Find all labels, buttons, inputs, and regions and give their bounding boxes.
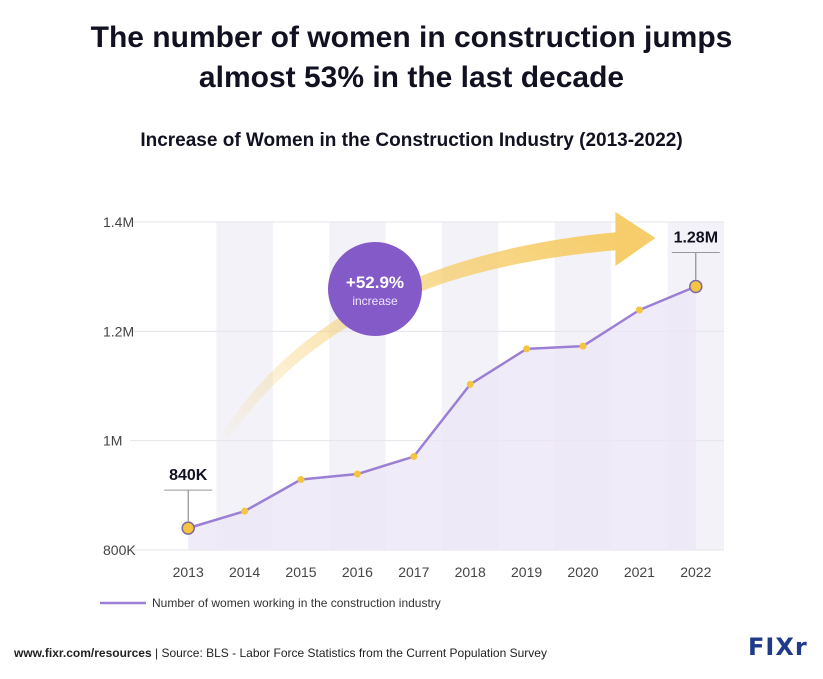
x-tick-label: 2022: [680, 564, 711, 580]
x-tick-label: 2016: [342, 564, 373, 580]
footer-separator: |: [154, 646, 159, 660]
data-point: [579, 342, 587, 350]
chart-title: Increase of Women in the Construction In…: [140, 130, 683, 151]
y-tick-label: 1.4M: [103, 214, 134, 230]
headline-line-2: almost 53% in the last decade: [198, 61, 625, 94]
y-tick-label: 800K: [103, 542, 136, 558]
data-point: [241, 507, 249, 515]
data-point: [523, 345, 531, 353]
x-tick-label: 2013: [173, 564, 204, 580]
data-point-highlight: [689, 279, 703, 294]
legend-label: Number of women working in the construct…: [152, 596, 441, 610]
start-value-label: 840K: [169, 467, 208, 484]
footer: www.fixr.com/resources | Source: BLS - L…: [14, 646, 547, 660]
growth-arrow-head: [615, 212, 656, 266]
growth-arrow: [218, 232, 620, 446]
y-tick-label: 1M: [103, 433, 122, 449]
data-point-highlight: [181, 521, 195, 535]
x-tick-label: 2014: [229, 564, 260, 580]
headline: The number of women in construction jump…: [0, 18, 823, 98]
increase-badge: [328, 242, 422, 336]
data-point: [297, 475, 305, 483]
fixr-logo: FIXr: [748, 633, 808, 661]
headline-line-1: The number of women in construction jump…: [90, 21, 733, 54]
x-tick-label: 2019: [511, 564, 542, 580]
increase-badge-value: +52.9%: [346, 273, 404, 292]
data-point: [635, 306, 643, 314]
x-tick-label: 2015: [285, 564, 316, 580]
footer-site-link[interactable]: www.fixr.com/resources: [14, 646, 152, 660]
data-point: [410, 453, 418, 461]
x-tick-label: 2018: [455, 564, 486, 580]
y-tick-label: 1.2M: [103, 323, 134, 339]
series-area: [188, 286, 696, 550]
end-value-label: 1.28M: [674, 230, 718, 247]
footer-source: Source: BLS - Labor Force Statistics fro…: [161, 646, 547, 660]
increase-badge-text: increase: [352, 294, 398, 308]
x-tick-label: 2020: [567, 564, 598, 580]
data-point: [466, 380, 474, 388]
x-tick-label: 2021: [624, 564, 655, 580]
data-point: [353, 470, 361, 478]
x-tick-label: 2017: [398, 564, 429, 580]
series-line: [187, 285, 697, 530]
